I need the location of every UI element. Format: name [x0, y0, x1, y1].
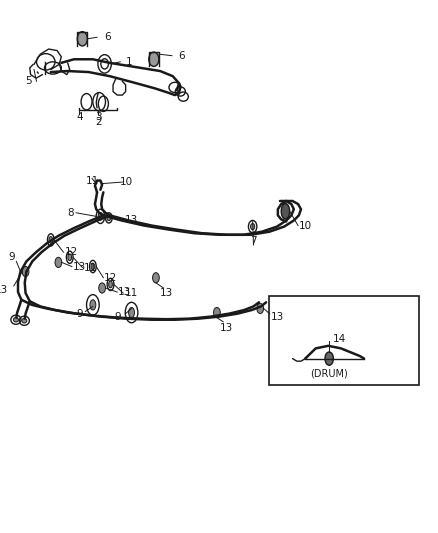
Text: 8: 8	[68, 208, 74, 218]
Ellipse shape	[22, 318, 27, 323]
Ellipse shape	[214, 308, 220, 318]
Text: 12: 12	[104, 273, 117, 283]
Text: 11: 11	[125, 288, 138, 298]
Text: 6: 6	[104, 33, 111, 42]
Text: (DRUM): (DRUM)	[310, 369, 348, 379]
Ellipse shape	[98, 213, 103, 220]
Ellipse shape	[325, 352, 333, 365]
Text: 11: 11	[85, 175, 99, 185]
Text: 9: 9	[9, 252, 15, 262]
Ellipse shape	[90, 300, 96, 310]
Ellipse shape	[109, 281, 113, 288]
Ellipse shape	[68, 254, 71, 261]
Ellipse shape	[251, 223, 255, 230]
Text: 4: 4	[76, 112, 83, 122]
Ellipse shape	[55, 257, 62, 268]
Text: 9: 9	[76, 309, 83, 319]
Text: 10: 10	[299, 221, 312, 231]
Text: 13: 13	[160, 288, 173, 298]
Ellipse shape	[281, 204, 290, 219]
Text: 6: 6	[178, 51, 184, 61]
Text: 14: 14	[333, 334, 346, 344]
Ellipse shape	[49, 237, 53, 243]
Text: 13: 13	[270, 312, 284, 321]
Bar	[268, 296, 419, 385]
Text: 2: 2	[95, 117, 102, 127]
Text: 13: 13	[220, 323, 233, 333]
Text: 9: 9	[115, 312, 121, 321]
Text: 13: 13	[118, 287, 131, 297]
Text: 7: 7	[250, 236, 257, 246]
Ellipse shape	[22, 266, 29, 277]
Text: 13: 13	[0, 285, 8, 295]
Ellipse shape	[77, 31, 88, 46]
Text: 12: 12	[64, 247, 78, 257]
Ellipse shape	[99, 283, 106, 293]
Text: 11: 11	[84, 263, 97, 272]
Ellipse shape	[152, 273, 159, 283]
Text: 13: 13	[125, 215, 138, 225]
Text: 5: 5	[26, 76, 32, 86]
Ellipse shape	[149, 52, 159, 67]
Ellipse shape	[91, 263, 95, 270]
Ellipse shape	[107, 215, 111, 221]
Text: 3: 3	[95, 112, 102, 122]
Ellipse shape	[257, 303, 264, 313]
Text: 10: 10	[120, 177, 133, 187]
Text: 13: 13	[73, 262, 86, 271]
Ellipse shape	[14, 318, 18, 322]
Text: 1: 1	[126, 57, 133, 67]
Ellipse shape	[129, 308, 134, 318]
